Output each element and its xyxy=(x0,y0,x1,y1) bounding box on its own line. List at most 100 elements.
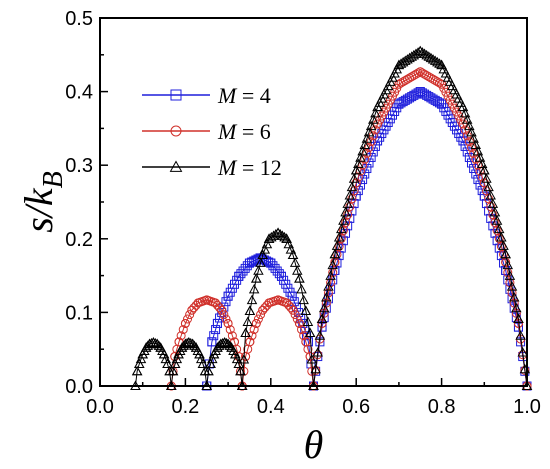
data-point-key xyxy=(266,258,276,268)
y-tick-label: 0.4 xyxy=(65,82,93,104)
data-point xyxy=(475,180,485,190)
data-point xyxy=(225,325,235,335)
data-point xyxy=(297,325,307,335)
data-point-key xyxy=(134,358,145,368)
data-point-key xyxy=(212,318,222,328)
data-point-key xyxy=(151,338,163,349)
data-point-key xyxy=(215,338,227,349)
data-point xyxy=(238,354,250,364)
y-axis-ticks: 0.0 0.1 0.2 0.3 0.4 0.5 xyxy=(65,8,108,398)
data-point xyxy=(469,148,479,158)
data-point xyxy=(219,310,229,320)
data-point xyxy=(318,302,330,313)
data-point xyxy=(498,240,509,250)
data-point-key xyxy=(458,119,468,129)
data-point xyxy=(355,180,365,190)
data-point-key xyxy=(437,79,447,89)
data-point xyxy=(227,331,237,341)
x-tick-label: 0.2 xyxy=(171,396,199,418)
data-point xyxy=(185,310,195,320)
data-point xyxy=(464,137,474,147)
data-point-key xyxy=(415,45,426,56)
data-point-key xyxy=(208,348,220,359)
data-point xyxy=(472,145,484,156)
data-point xyxy=(413,68,423,78)
data-point xyxy=(359,139,370,150)
data-point-key xyxy=(373,119,383,129)
data-point xyxy=(364,143,374,153)
data-point xyxy=(361,133,373,143)
legend-label-rest: = 6 xyxy=(236,119,270,144)
data-point xyxy=(325,270,336,280)
y-tick-label: 0.2 xyxy=(65,229,93,251)
data-point xyxy=(494,243,504,253)
data-point xyxy=(333,232,345,242)
data-point-key xyxy=(273,295,283,305)
data-point xyxy=(432,56,443,67)
legend-marker xyxy=(170,125,182,137)
data-point xyxy=(274,228,286,239)
legend-label: M = 6 xyxy=(217,119,271,144)
legend-item: M = 12 xyxy=(142,155,282,180)
data-point-key xyxy=(393,59,405,70)
data-point xyxy=(289,257,301,267)
x-tick-label: 1.0 xyxy=(513,396,541,418)
data-point xyxy=(476,158,488,169)
data-point xyxy=(434,58,445,68)
data-point-key xyxy=(298,318,308,328)
data-point-key xyxy=(300,305,312,315)
data-point-key xyxy=(203,365,214,376)
data-point-key xyxy=(255,253,265,263)
data-point xyxy=(321,292,332,302)
legend-item: M = 6 xyxy=(142,119,271,144)
data-point-key xyxy=(294,318,304,328)
data-point xyxy=(178,325,188,335)
data-point xyxy=(491,215,503,225)
data-point-key xyxy=(276,271,286,281)
data-point-key xyxy=(394,79,404,89)
data-point-key xyxy=(303,337,313,347)
data-point-key xyxy=(394,99,404,109)
data-point xyxy=(283,238,294,249)
data-point xyxy=(323,281,334,291)
data-point xyxy=(365,120,377,131)
data-point-key xyxy=(294,273,305,283)
data-point xyxy=(150,337,161,348)
data-point xyxy=(268,230,279,240)
data-point xyxy=(153,340,165,350)
data-point-key xyxy=(180,318,190,328)
data-point-key xyxy=(251,318,261,328)
data-point xyxy=(504,270,516,280)
data-point-key xyxy=(169,358,181,368)
data-point-key xyxy=(223,318,233,328)
data-point xyxy=(221,297,231,307)
data-point-key xyxy=(194,348,205,359)
data-point xyxy=(419,48,430,58)
data-point xyxy=(366,137,376,147)
data-point-key xyxy=(304,327,316,338)
data-point-key xyxy=(210,298,220,308)
data-point xyxy=(247,331,257,341)
data-point-key xyxy=(217,305,227,315)
data-point-key xyxy=(244,258,254,268)
data-point xyxy=(481,173,492,183)
data-point xyxy=(253,265,264,275)
series-line xyxy=(134,342,172,387)
data-point-key xyxy=(329,248,341,259)
data-point-key xyxy=(222,338,234,349)
data-point-key xyxy=(372,101,383,112)
data-point xyxy=(357,145,368,156)
series-triangle xyxy=(130,45,533,391)
data-point xyxy=(427,54,439,64)
y-axis-title-subscript: B xyxy=(38,171,69,188)
data-point-key xyxy=(202,295,212,305)
data-point xyxy=(312,347,324,357)
legend-label-var: M xyxy=(217,119,238,144)
data-point xyxy=(417,47,428,57)
plot-frame xyxy=(99,17,528,387)
data-point xyxy=(290,310,300,320)
data-point xyxy=(249,325,259,335)
x-tick-label: 0.0 xyxy=(86,396,114,418)
data-point-key xyxy=(251,273,262,283)
